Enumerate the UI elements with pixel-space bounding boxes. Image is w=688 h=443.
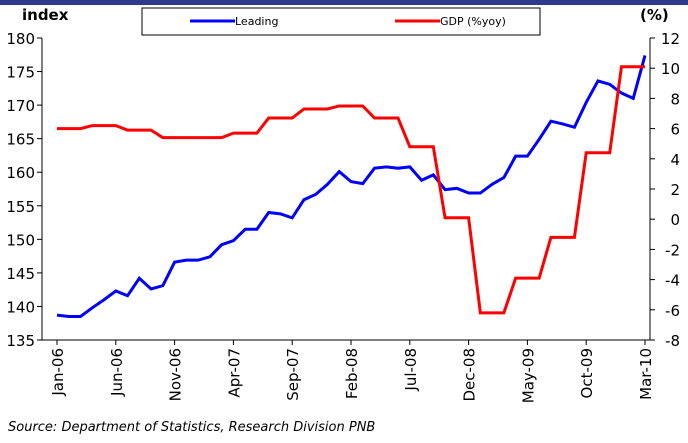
y-tick-label: 155 [6, 198, 35, 216]
y2-tick-label: -8 [665, 332, 680, 350]
y-tick-label: 175 [6, 64, 35, 82]
x-tick-label: Feb-08 [343, 348, 361, 399]
series-line [57, 65, 645, 315]
legend-label: Leading [235, 15, 278, 28]
y2-tick-label: -2 [665, 241, 680, 259]
y-tick-label: 135 [6, 332, 35, 350]
x-tick-label: Oct-09 [578, 348, 596, 398]
x-tick-label: Nov-06 [167, 348, 185, 401]
x-tick-label: Apr-07 [225, 348, 243, 398]
y-tick-label: 165 [6, 131, 35, 149]
x-tick-label: Dec-08 [461, 348, 479, 402]
y2-axis-label: (%) [640, 6, 669, 24]
x-tick-label: May-09 [519, 348, 537, 403]
source: Source: Department of Statistics, Resear… [8, 420, 375, 435]
y-tick-label: 160 [6, 164, 35, 182]
y-tick-label: 150 [6, 231, 35, 249]
y-tick-label: 140 [6, 298, 35, 316]
y-tick-label: 145 [6, 265, 35, 283]
x-tick-label: Jul-08 [402, 348, 420, 392]
legend-label: GDP (%yoy) [440, 15, 506, 28]
y2-tick-label: 4 [670, 151, 680, 169]
y2-tick-label: 10 [661, 60, 680, 78]
series-line [56, 55, 647, 319]
y2-tick-label: -6 [665, 302, 680, 320]
y-tick-label: 180 [6, 30, 35, 48]
y2-tick-label: 2 [670, 181, 680, 199]
y2-tick-label: -4 [665, 272, 680, 290]
x-tick-label: Jun-06 [108, 348, 126, 397]
y2-tick-label: 0 [670, 211, 680, 229]
y-tick-label: 170 [6, 97, 35, 115]
y2-tick-label: 12 [661, 30, 680, 48]
x-tick-label: Mar-10 [637, 348, 655, 400]
top-bar [0, 0, 688, 5]
x-tick-label: Sep-07 [284, 348, 302, 401]
y2-tick-label: 8 [670, 90, 680, 108]
y2-tick-label: 6 [670, 121, 680, 139]
y-axis-label: index [22, 6, 69, 24]
x-tick-label: Jan-06 [49, 348, 67, 397]
